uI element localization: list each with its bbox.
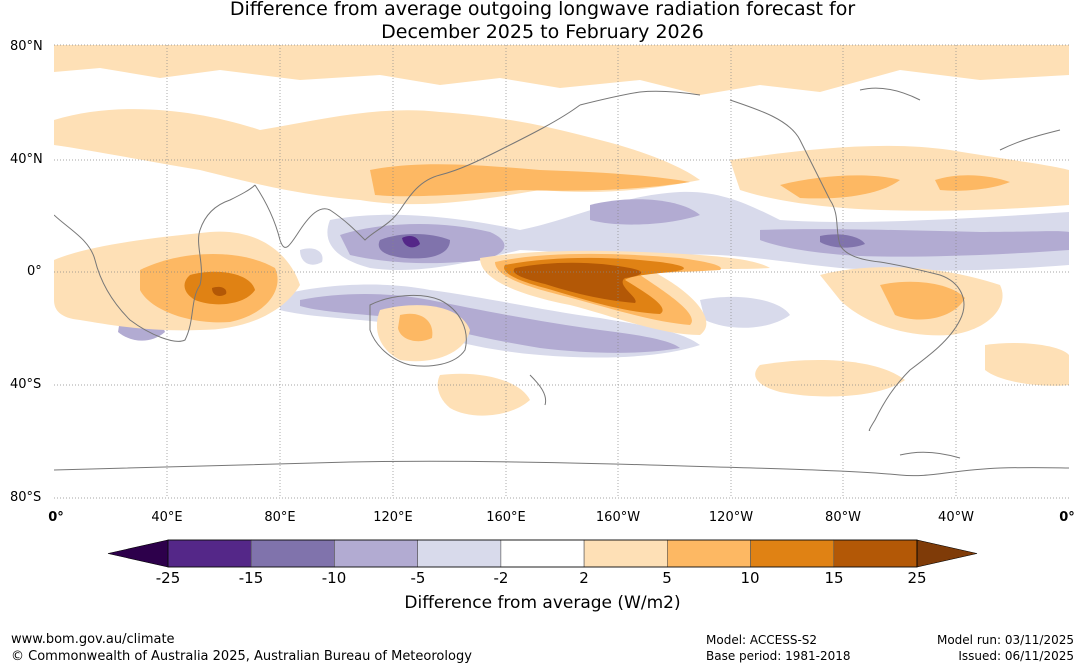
footer-model-run: Model run: 03/11/2025 (936, 633, 1074, 647)
south-indian-positive (437, 373, 530, 416)
colorbar-tick: -10 (321, 569, 347, 587)
south-atlantic-negative (700, 296, 790, 328)
lon-label-160e: 160°E (486, 510, 526, 525)
colorbar-bin (583, 539, 668, 568)
footer-base-period: Base period: 1981-2018 (706, 649, 851, 663)
north-america-moderate (780, 175, 900, 199)
colorbar-bin (500, 539, 585, 568)
colorbar-bin (250, 539, 335, 568)
colorbar-bin (167, 539, 252, 568)
australia-moderate (398, 313, 433, 342)
title-line-1: Difference from average outgoing longwav… (229, 0, 856, 20)
lat-label-40n: 40°N (10, 152, 43, 167)
colorbar-tick: -5 (410, 569, 426, 587)
south-atlantic-positive (755, 360, 905, 397)
lon-label-120w: 120°W (708, 510, 754, 525)
colorbar-tick: 5 (662, 569, 672, 587)
colorbar-bin (667, 539, 751, 568)
lon-label-160w: 160°W (595, 510, 641, 525)
lon-label-120e: 120°E (373, 510, 413, 525)
colorbar-tick: 15 (824, 569, 844, 587)
north-pacific-negative-core (590, 199, 700, 225)
colorbar-bin (833, 539, 918, 568)
colorbar-frame (167, 539, 918, 568)
footer-model: Model: ACCESS-S2 (706, 633, 818, 647)
footer-left: www.bom.gov.au/climate © Commonwealth of… (11, 631, 472, 665)
footer-dates: Model run: 03/11/2025 Issued: 06/11/2025 (937, 632, 1074, 664)
lon-label-0-right: 0° (1059, 510, 1075, 525)
colorbar-tick: -2 (493, 569, 509, 587)
colorbar-tick: 10 (740, 569, 760, 587)
colorbar-bin (334, 539, 418, 568)
southeast-pacific-positive (985, 343, 1069, 386)
title-line-2: December 2025 to February 2026 (381, 21, 704, 43)
lat-label-40s: 40°S (10, 377, 42, 392)
colorbar-tick: -25 (155, 569, 181, 587)
colorbar-over-triangle (916, 539, 978, 568)
philippines-strong-negative (402, 236, 420, 248)
lon-label-0-left: 0° (48, 510, 64, 525)
footer-copyright: © Commonwealth of Australia 2025, Austra… (11, 649, 472, 664)
anomaly-map (54, 44, 1069, 499)
atlantic-moderate (935, 175, 1010, 191)
gridlines (54, 44, 1069, 499)
chart-title: Difference from average outgoing longwav… (0, 0, 1085, 44)
colorbar-tick: 2 (579, 569, 589, 587)
south-america-moderate (880, 281, 965, 320)
arctic-positive-band (54, 45, 1069, 95)
lat-label-80s: 80°S (10, 490, 42, 505)
lat-label-equator: 0° (27, 264, 42, 279)
east-africa-negative (300, 248, 323, 265)
colorbar-tick: 25 (907, 569, 927, 587)
indian-ocean-core (212, 286, 227, 296)
colorbar-bin (417, 539, 502, 568)
coastlines (54, 87, 1069, 477)
colorbar-tick: -15 (238, 569, 264, 587)
colorbar-title: Difference from average (W/m2) (404, 593, 681, 613)
lat-label-80n: 80°N (10, 39, 43, 54)
colorbar (107, 539, 978, 568)
lon-label-40e: 40°E (151, 510, 183, 525)
lon-label-40w: 40°W (938, 510, 974, 525)
colorbar-bin (750, 539, 835, 568)
central-pacific-positive-anomaly (513, 262, 642, 303)
lon-label-80w: 80°W (825, 510, 861, 525)
colorbar-under-triangle (107, 539, 169, 568)
lon-label-80e: 80°E (264, 510, 296, 525)
footer-issued: Issued: 06/11/2025 (958, 649, 1074, 663)
footer-url[interactable]: www.bom.gov.au/climate (11, 632, 175, 647)
caribbean-negative-core (820, 234, 865, 248)
footer-model-info: Model: ACCESS-S2 Base period: 1981-2018 (706, 632, 851, 664)
